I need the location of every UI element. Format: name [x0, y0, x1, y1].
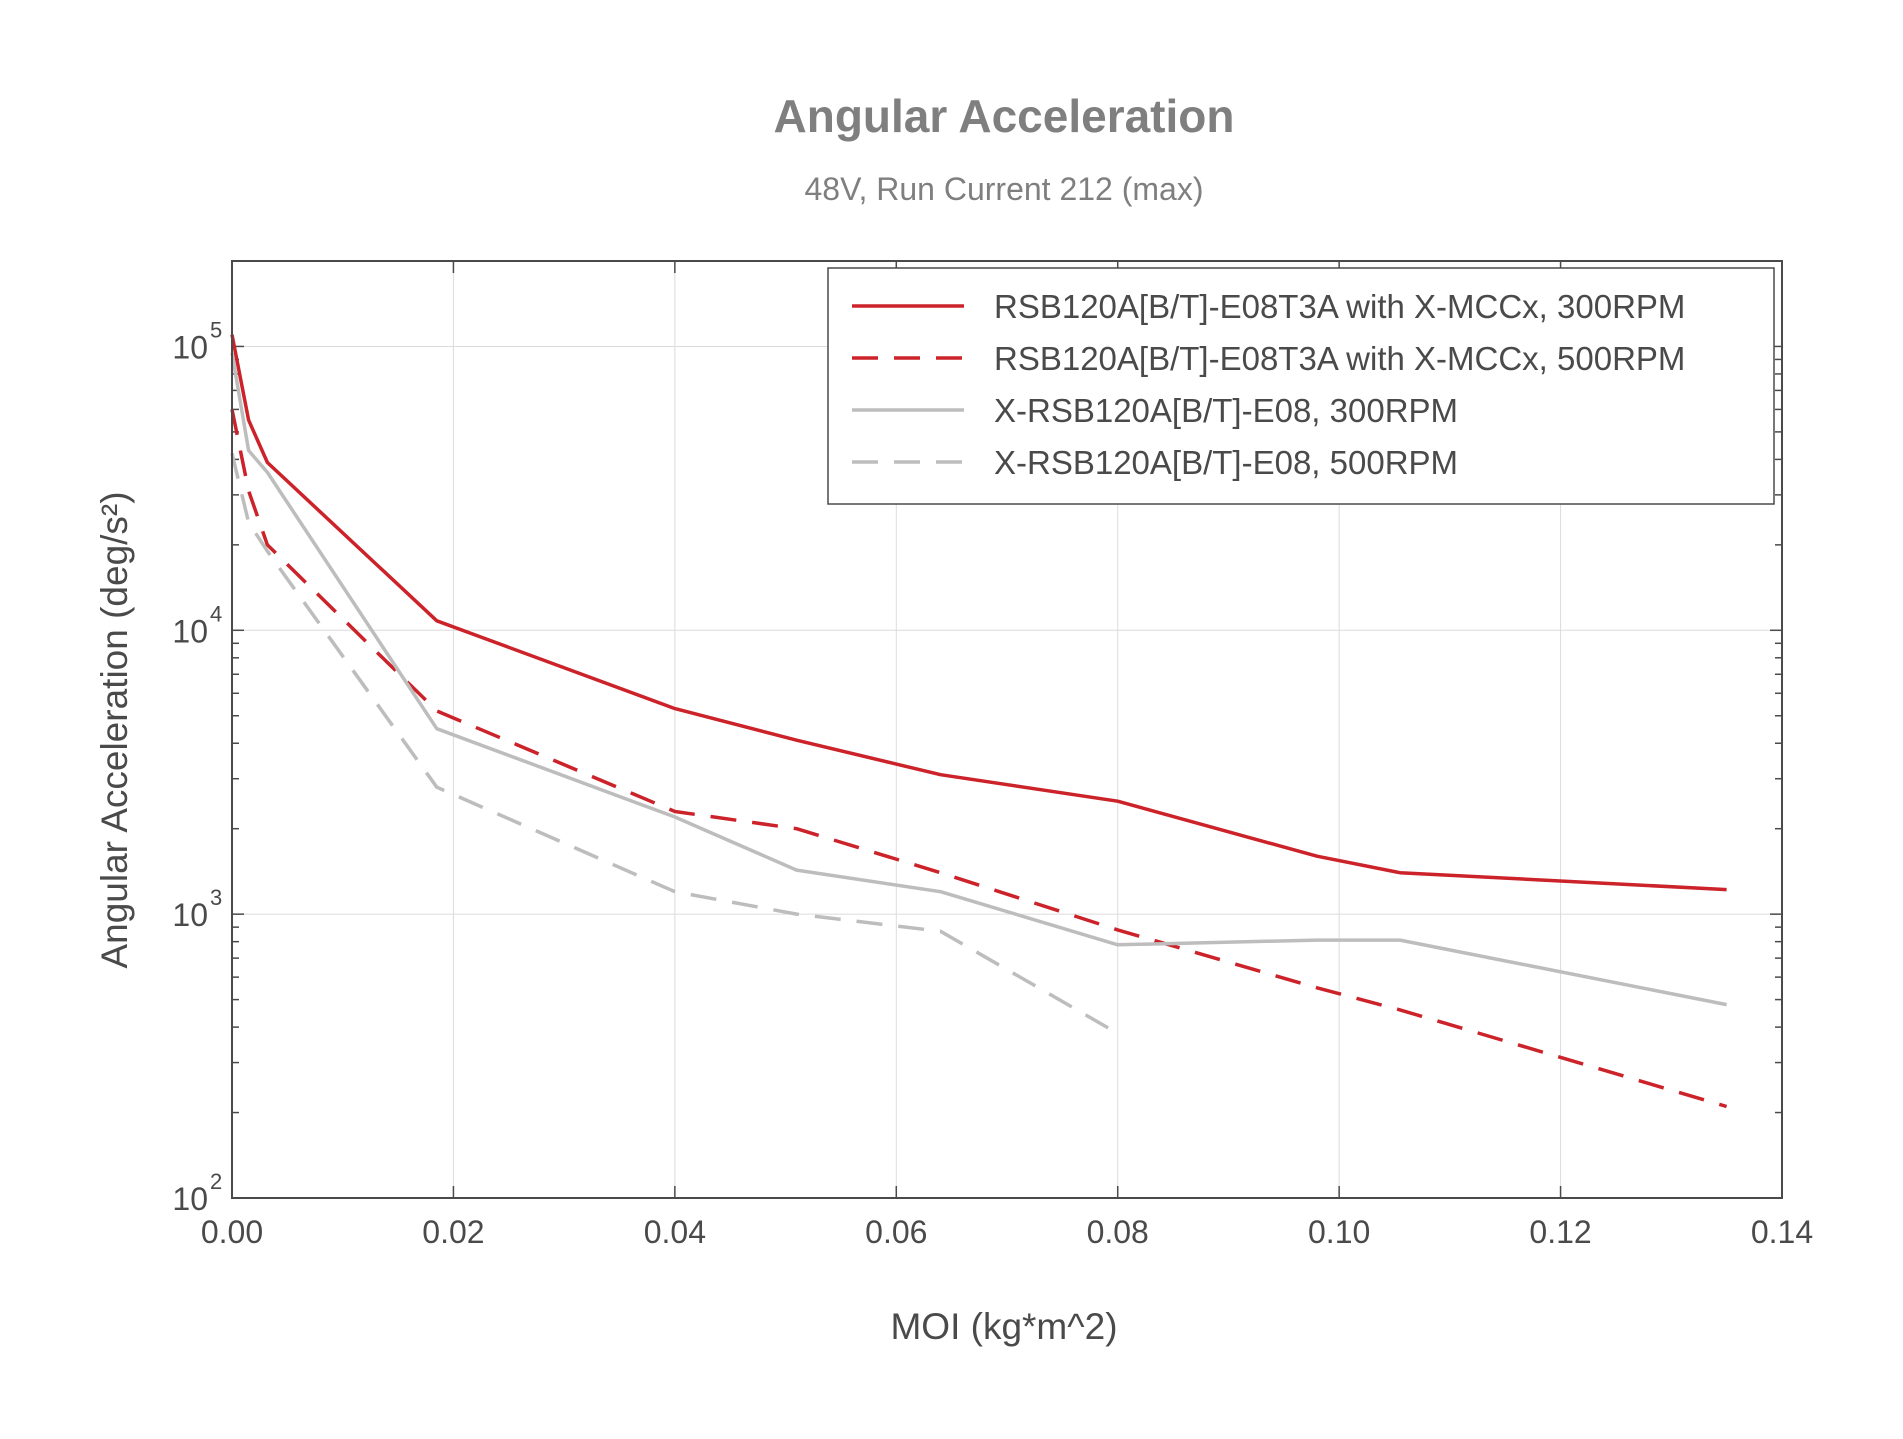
- series-line-1: [230, 334, 1727, 892]
- y-tick-exponent: 5: [210, 317, 222, 342]
- series-line-3: [230, 352, 1727, 1007]
- y-tick-label: 10: [172, 329, 208, 365]
- x-tick-label: 0.10: [1308, 1214, 1370, 1250]
- x-axis-label: MOI (kg*m^2): [890, 1306, 1117, 1347]
- chart-subtitle: 48V, Run Current 212 (max): [804, 171, 1203, 207]
- series-lines: [230, 334, 1728, 1109]
- y-tick-exponent: 2: [210, 1169, 222, 1194]
- x-tick-label: 0.02: [422, 1214, 484, 1250]
- y-tick-label: 10: [172, 1181, 208, 1217]
- x-tick-label: 0.06: [865, 1214, 927, 1250]
- chart-title: Angular Acceleration: [774, 90, 1235, 142]
- x-tick-label: 0.12: [1529, 1214, 1591, 1250]
- y-tick-label: 10: [172, 613, 208, 649]
- y-axis-label: Angular Acceleration (deg/s²): [94, 491, 135, 968]
- legend: RSB120A[B/T]-E08T3A with X-MCCx, 300RPM R…: [827, 267, 1775, 505]
- plot-frame: [231, 260, 1783, 1199]
- legend-label-4: X-RSB120A[B/T]-E08, 500RPM: [994, 444, 1458, 481]
- x-tick-label: 0.14: [1751, 1214, 1813, 1250]
- y-tick-label: 10: [172, 897, 208, 933]
- y-tick-exponent: 4: [210, 601, 222, 626]
- legend-label-1: RSB120A[B/T]-E08T3A with X-MCCx, 300RPM: [994, 288, 1685, 325]
- series-line-2: [230, 409, 1728, 1109]
- x-tick-label: 0.00: [201, 1214, 263, 1250]
- y-tick-exponent: 3: [210, 885, 222, 910]
- series-line-4: [230, 452, 1119, 1035]
- x-tick-label: 0.04: [644, 1214, 706, 1250]
- legend-label-2: RSB120A[B/T]-E08T3A with X-MCCx, 500RPM: [994, 340, 1685, 377]
- x-tick-label: 0.08: [1087, 1214, 1149, 1250]
- legend-label-3: X-RSB120A[B/T]-E08, 300RPM: [994, 392, 1458, 429]
- legend-box: [827, 267, 1775, 505]
